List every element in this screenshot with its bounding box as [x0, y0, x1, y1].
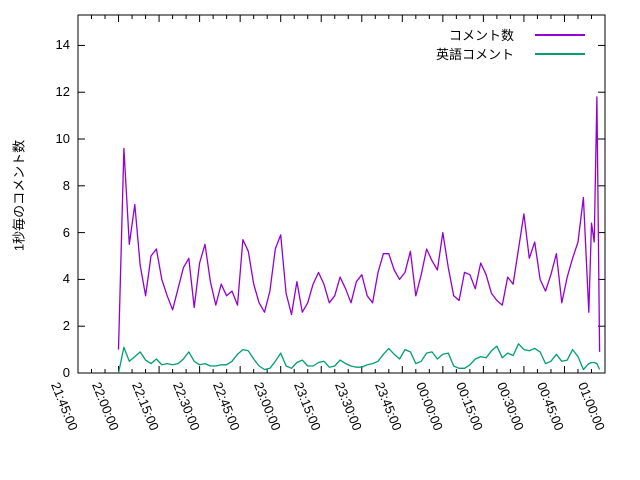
series-line-1 — [117, 343, 601, 374]
y-tick-label: 6 — [62, 224, 70, 240]
legend-label-english-comments: 英語コメント — [435, 47, 514, 62]
series-line-0 — [117, 96, 601, 352]
plot-frame — [77, 14, 606, 374]
legend-entry-comments: コメント数 — [330, 25, 585, 44]
y-tick-label: 10 — [55, 131, 70, 146]
y-tick-label: 14 — [55, 37, 70, 53]
legend-line-sample-comments — [535, 33, 585, 36]
y-tick-label: 2 — [62, 318, 70, 334]
y-tick-label: 12 — [55, 84, 70, 100]
y-tick-label: 0 — [62, 365, 70, 380]
legend: コメント数 英語コメント — [330, 25, 585, 63]
y-axis-title: 1秒毎のコメント数 — [11, 139, 27, 252]
legend-label-comments: コメント数 — [448, 28, 514, 43]
y-tick-label: 4 — [62, 271, 70, 287]
legend-line-sample-english-comments — [535, 52, 585, 55]
y-tick-label: 8 — [62, 177, 70, 193]
legend-entry-english-comments: 英語コメント — [330, 44, 585, 63]
